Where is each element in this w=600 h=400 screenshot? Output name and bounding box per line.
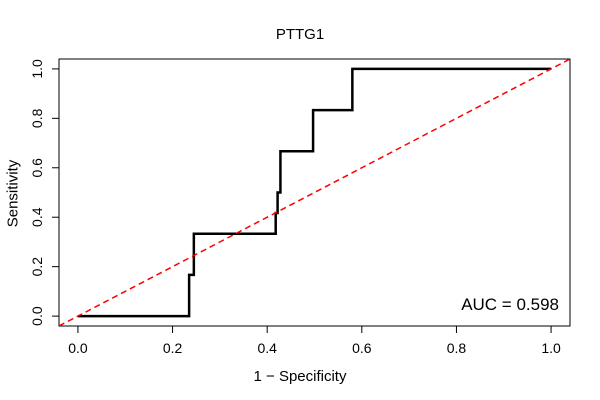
x-tick-label: 1.0 [541, 340, 561, 356]
y-tick-label: 0.2 [29, 257, 45, 277]
series-layer [59, 59, 570, 326]
chart-title: PTTG1 [275, 26, 325, 43]
x-tick-label: 0.4 [257, 340, 277, 356]
y-axis: 0.0 0.2 0.4 0.6 0.8 1.0 [29, 59, 59, 326]
x-axis-label: 1 − Specificity [253, 368, 347, 385]
x-tick-label: 0.8 [447, 340, 467, 356]
x-tick-label: 0.6 [352, 340, 372, 356]
x-tick-label: 0.2 [163, 340, 183, 356]
y-tick-label: 1.0 [29, 59, 45, 79]
y-tick-label: 0.0 [29, 306, 45, 326]
plot-frame [58, 58, 571, 327]
x-tick-label: 0.0 [68, 340, 88, 356]
roc-curve-line [77, 67, 552, 318]
x-axis: 0.0 0.2 0.4 0.6 0.8 1.0 [68, 326, 561, 356]
auc-annotation: AUC = 0.598 [461, 295, 559, 314]
reference-diagonal-line [59, 59, 570, 326]
y-tick-label: 0.6 [29, 158, 45, 178]
y-tick-label: 0.4 [29, 207, 45, 227]
y-tick-label: 0.8 [29, 108, 45, 128]
